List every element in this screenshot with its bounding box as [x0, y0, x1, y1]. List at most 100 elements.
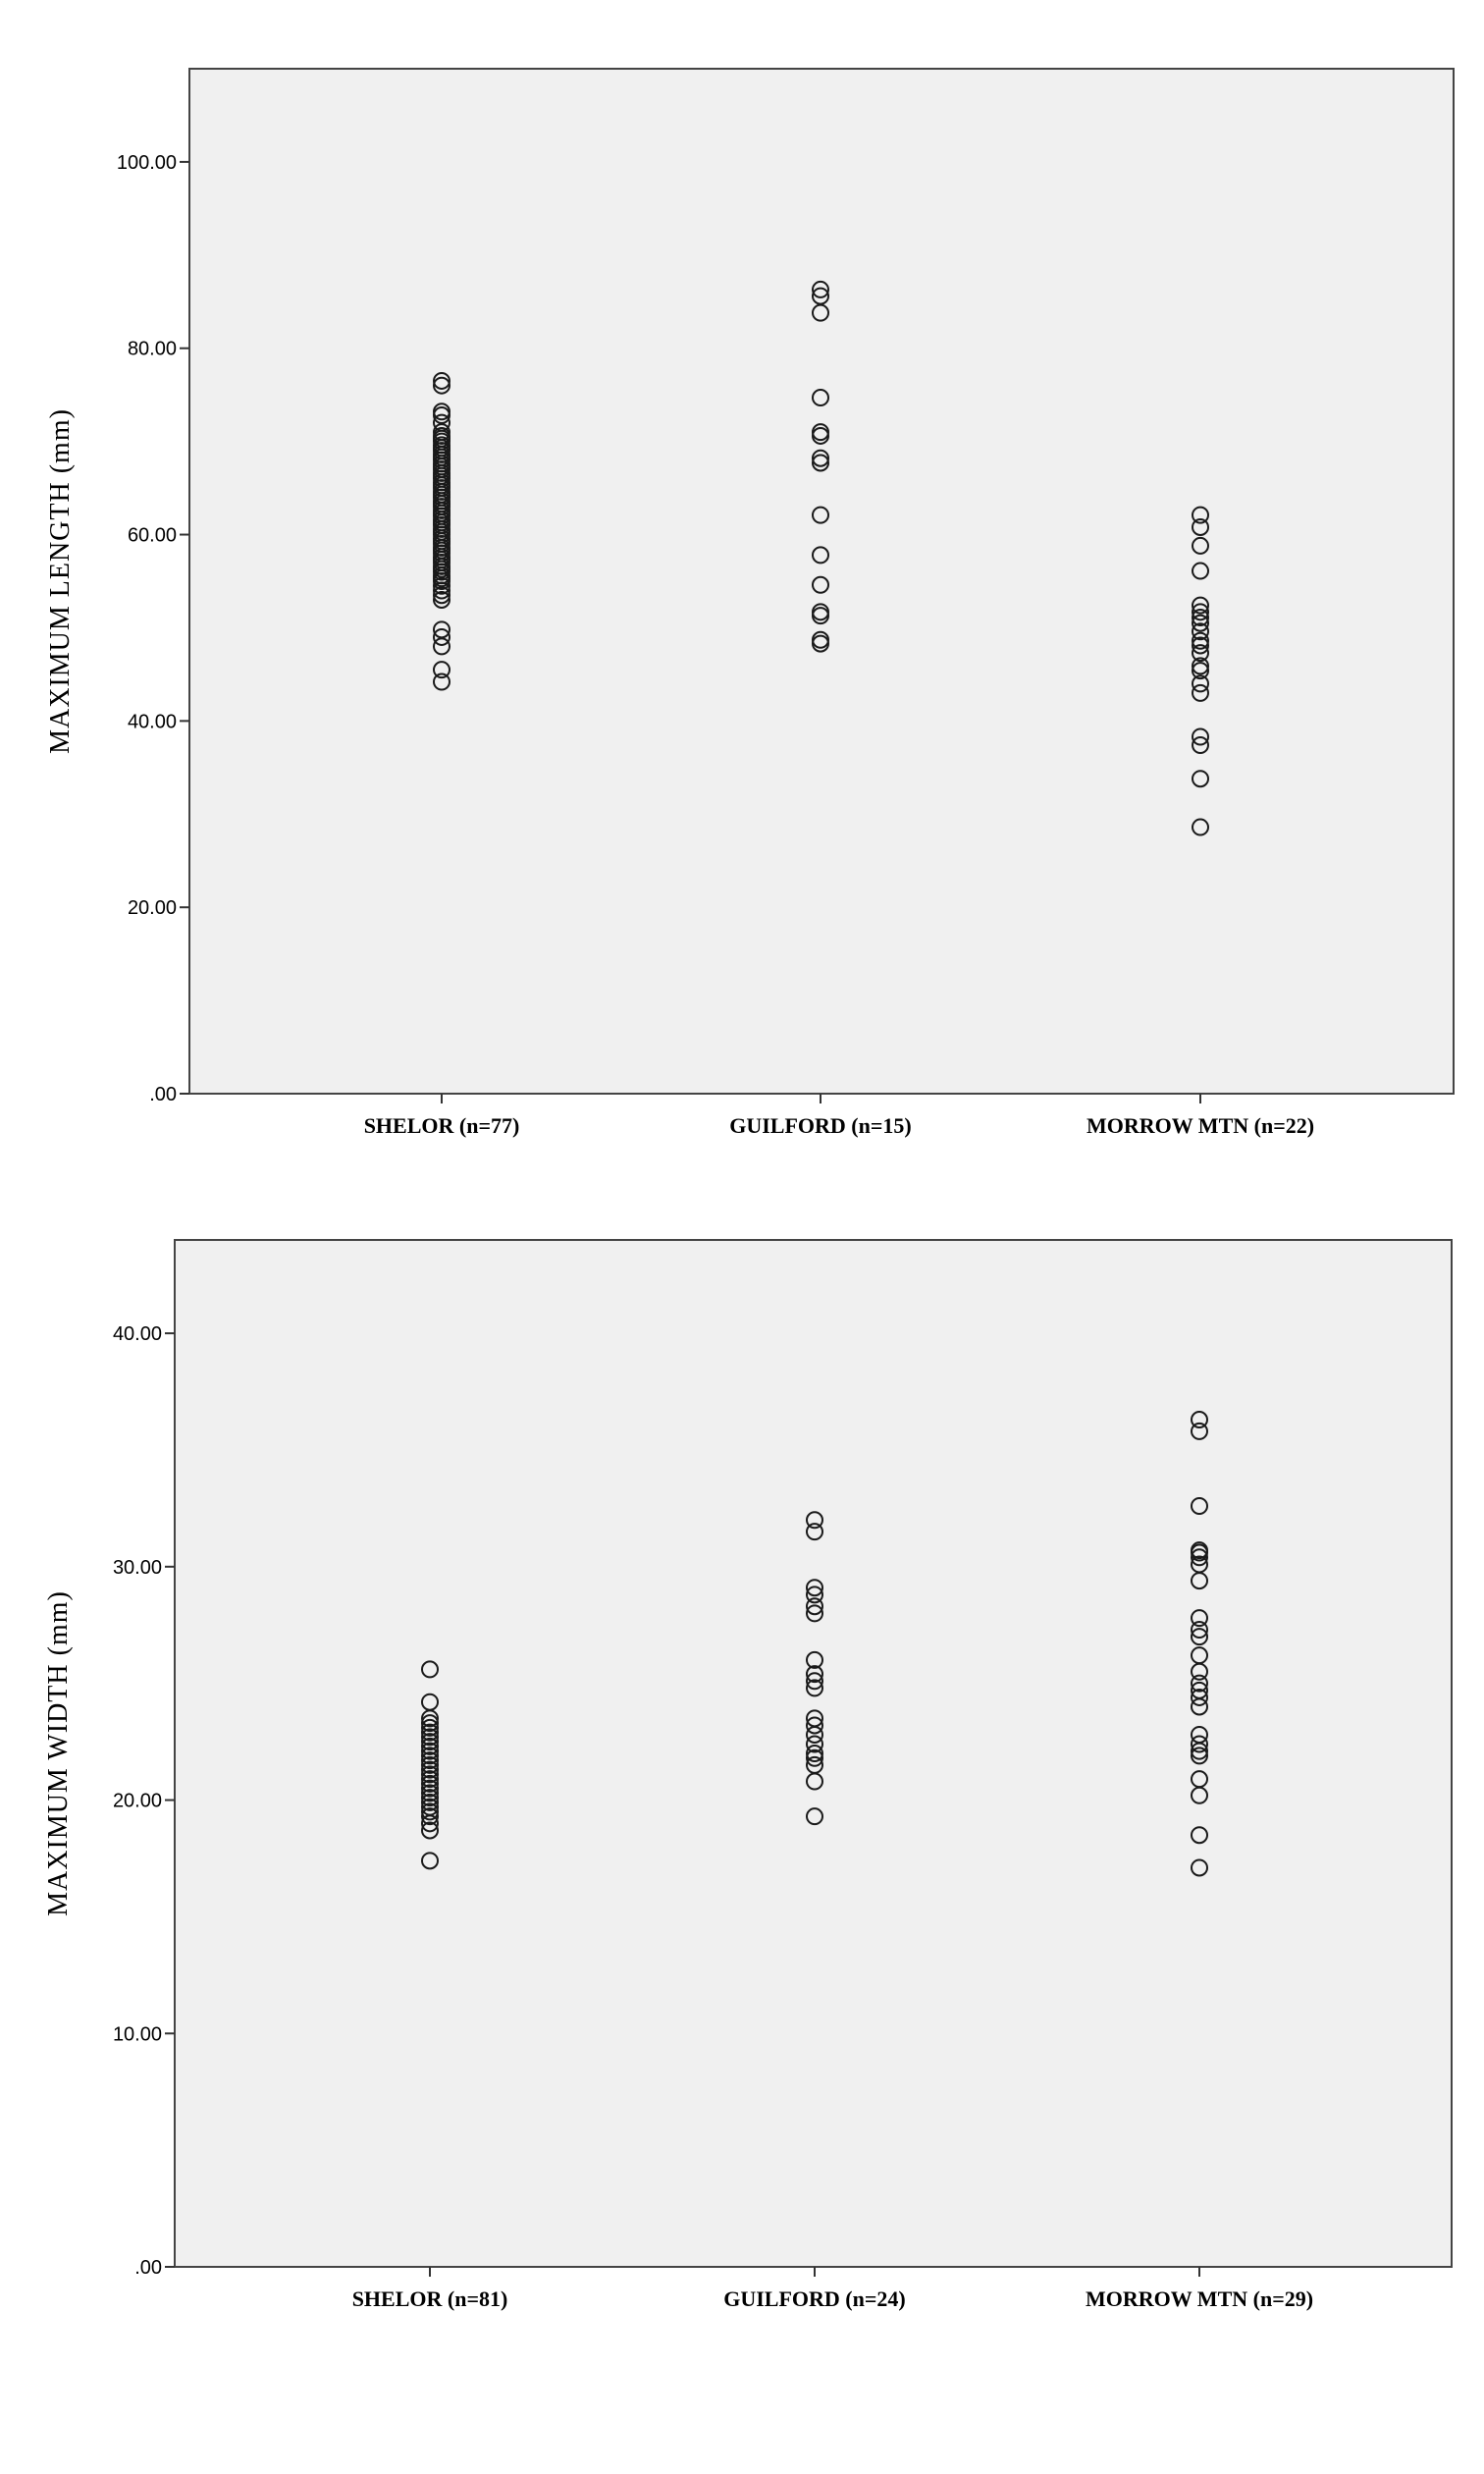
y-axis-ticks-length: .00 20.00 40.00 60.00 80.00 100.00 — [117, 152, 189, 1105]
x-axis-categories-length: SHELOR (n=77) GUILFORD (n=15) MORROW MTN (… — [364, 1094, 1314, 1138]
data-point — [1192, 614, 1209, 632]
data-point — [433, 672, 450, 691]
y-tick-label: 30.00 — [113, 1557, 162, 1579]
data-point — [1191, 1628, 1208, 1646]
data-point — [433, 413, 450, 432]
data-point — [1192, 596, 1209, 615]
data-point — [1192, 622, 1209, 641]
data-point — [421, 1765, 439, 1784]
data-point — [433, 376, 450, 395]
data-point — [1191, 1770, 1208, 1789]
data-point — [806, 1579, 823, 1597]
data-point — [1192, 674, 1209, 693]
data-point — [806, 1679, 823, 1697]
data-point — [1191, 1646, 1208, 1665]
data-point — [806, 1604, 823, 1623]
data-point — [1191, 1688, 1208, 1706]
data-point — [812, 630, 829, 649]
data-point — [806, 1523, 823, 1541]
y-tick-label: 20.00 — [113, 1791, 162, 1812]
x-category-label: MORROW MTN (n=29) — [1086, 2286, 1313, 2311]
y-tick-label: .00 — [134, 2257, 162, 2279]
y-tick-label: 100.00 — [117, 152, 177, 174]
data-points-width — [421, 1411, 1208, 1877]
data-point — [1191, 1555, 1208, 1574]
data-point — [806, 1807, 823, 1826]
data-point — [806, 1650, 823, 1669]
data-point — [1192, 603, 1209, 621]
data-point — [806, 1511, 823, 1530]
data-point — [1191, 1681, 1208, 1699]
data-point — [421, 1770, 439, 1789]
plot-area-length — [188, 68, 1455, 1095]
x-category-label: GUILFORD (n=24) — [723, 2286, 906, 2311]
data-point — [1191, 1541, 1208, 1560]
data-point — [421, 1693, 439, 1711]
data-point — [1191, 1621, 1208, 1640]
data-point — [1192, 631, 1209, 650]
data-point — [1191, 1826, 1208, 1845]
data-point — [1192, 506, 1209, 524]
data-point — [812, 603, 829, 621]
data-point — [433, 661, 450, 679]
data-point — [433, 576, 450, 595]
y-tick-label: 20.00 — [128, 897, 177, 919]
data-point — [806, 1709, 823, 1728]
data-point — [433, 586, 450, 605]
chart-width: .00 10.00 20.00 30.00 40.00 SHELOR (n=81) GUI… — [43, 1239, 1453, 2311]
data-point — [1192, 736, 1209, 755]
data-point — [1191, 1674, 1208, 1693]
data-point — [1192, 818, 1209, 836]
data-point — [1191, 1725, 1208, 1744]
data-point — [433, 637, 450, 656]
data-point — [421, 1742, 439, 1760]
data-point — [421, 1789, 439, 1807]
data-point — [806, 1665, 823, 1684]
data-point — [812, 303, 829, 322]
data-point — [421, 1774, 439, 1793]
data-point — [421, 1793, 439, 1811]
data-point — [433, 620, 450, 639]
data-point — [1191, 1497, 1208, 1516]
data-point — [421, 1660, 439, 1679]
data-point — [812, 287, 829, 305]
data-point — [1191, 1735, 1208, 1753]
data-point — [1191, 1609, 1208, 1628]
data-point — [421, 1733, 439, 1751]
y-axis-title-width: MAXIMUM WIDTH (mm) — [43, 1590, 74, 1916]
data-point — [812, 506, 829, 524]
data-point — [1192, 683, 1209, 702]
data-point — [1192, 609, 1209, 627]
data-point — [812, 546, 829, 565]
y-tick-label: 40.00 — [128, 711, 177, 732]
plot-area-width — [174, 1239, 1453, 2268]
data-point — [812, 449, 829, 467]
y-tick-label: 80.00 — [128, 339, 177, 360]
data-point — [421, 1807, 439, 1826]
y-axis-ticks-width: .00 10.00 20.00 30.00 40.00 — [113, 1323, 175, 2279]
data-point — [1192, 517, 1209, 536]
data-points-length — [433, 280, 1209, 836]
data-point — [421, 1755, 439, 1774]
data-point — [1191, 1747, 1208, 1765]
x-category-label: SHELOR (n=77) — [364, 1113, 520, 1138]
data-point — [421, 1728, 439, 1747]
data-point — [421, 1852, 439, 1870]
data-point — [421, 1747, 439, 1765]
data-point — [421, 1802, 439, 1821]
data-point — [433, 590, 450, 609]
y-tick-label: 60.00 — [128, 525, 177, 547]
data-point — [806, 1586, 823, 1604]
data-point — [812, 454, 829, 472]
data-point — [806, 1735, 823, 1753]
data-point — [1192, 562, 1209, 580]
data-point — [433, 423, 450, 442]
x-axis-categories-width: SHELOR (n=81) GUILFORD (n=24) MORROW MTN (… — [352, 2267, 1313, 2311]
data-point — [421, 1798, 439, 1816]
data-point — [1191, 1411, 1208, 1429]
data-point — [812, 280, 829, 298]
data-point — [812, 423, 829, 442]
data-point — [421, 1760, 439, 1779]
data-point — [1191, 1548, 1208, 1567]
